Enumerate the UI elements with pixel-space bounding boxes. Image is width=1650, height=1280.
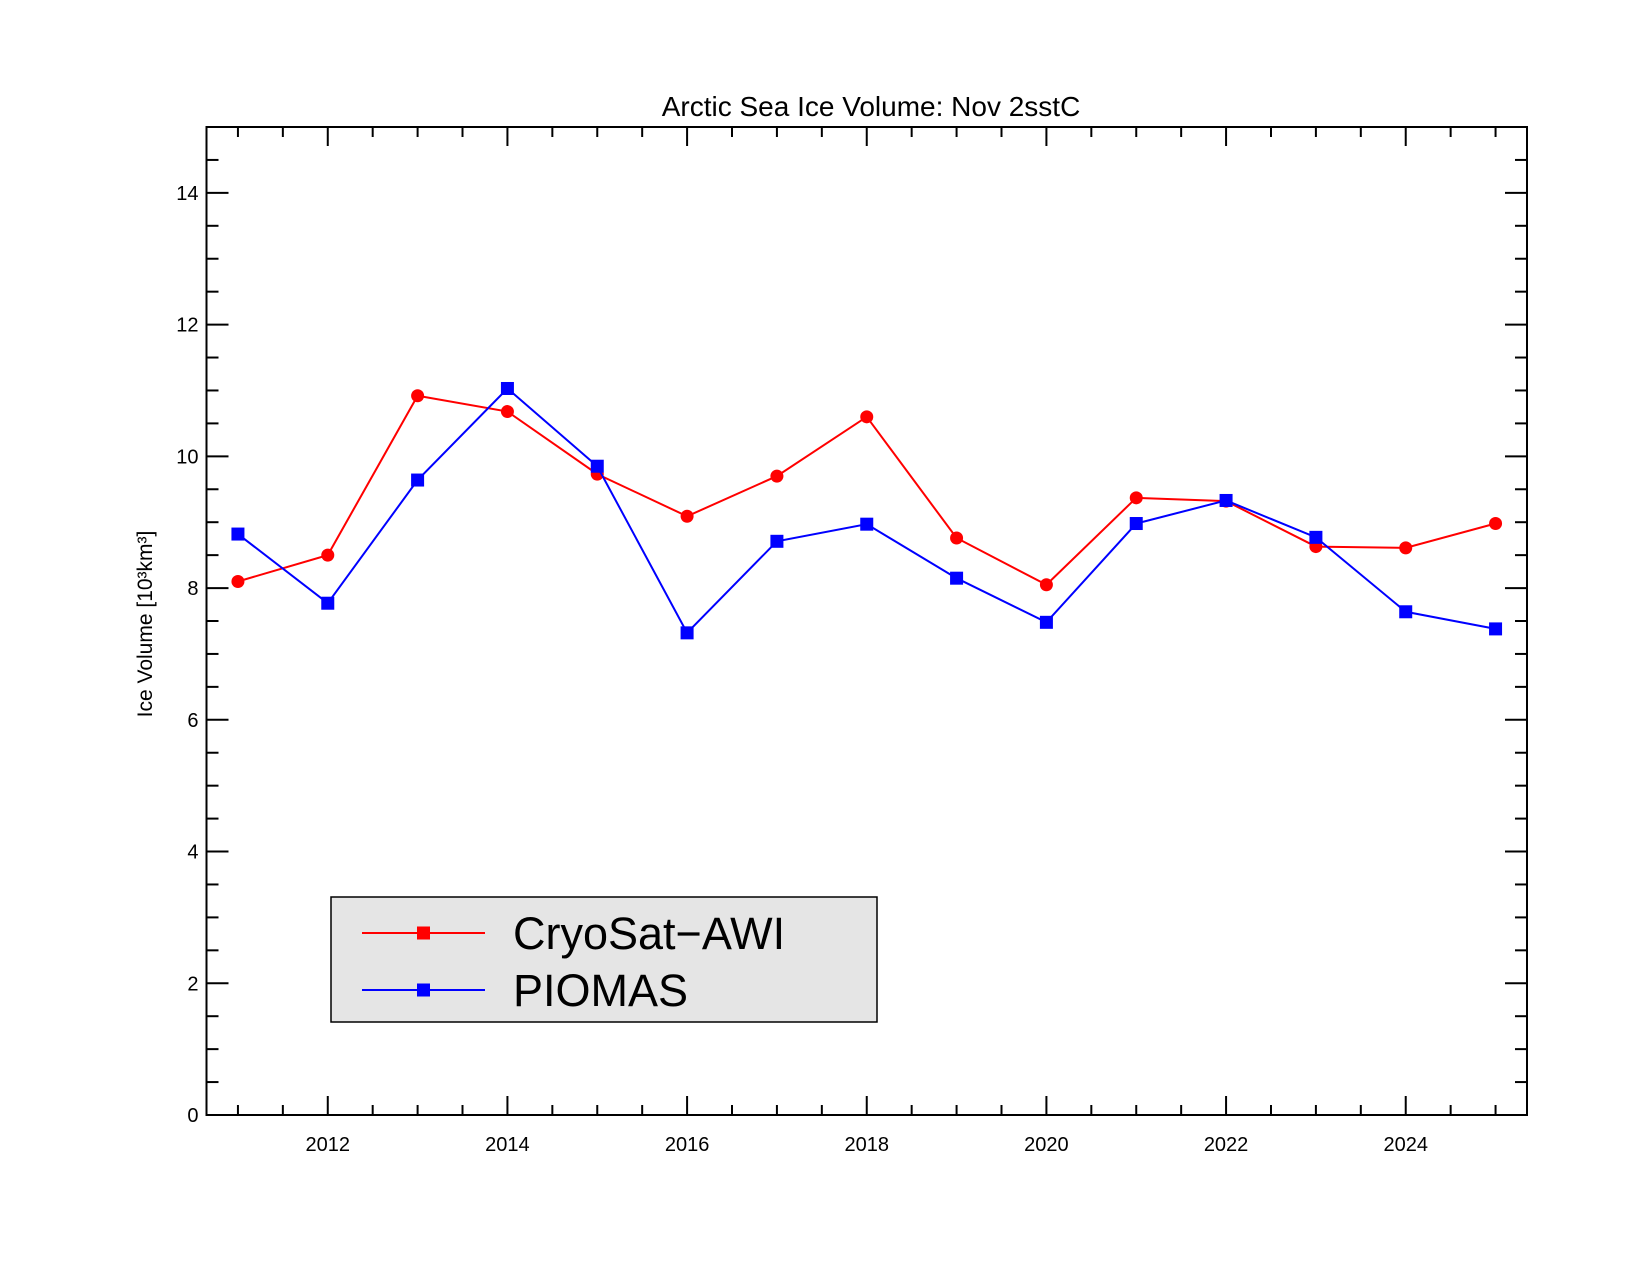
data-point [950, 571, 964, 585]
y-axis-label: Ice Volume [10³km³] [134, 531, 157, 718]
data-point [1039, 615, 1053, 629]
x-tick-label: 2014 [485, 1134, 530, 1156]
data-point [231, 527, 245, 541]
y-tick-label: 8 [187, 578, 198, 600]
data-point [321, 548, 335, 562]
x-tick-label: 2012 [306, 1134, 351, 1156]
legend: CryoSat−AWI PIOMAS [330, 896, 878, 1023]
data-point [1219, 493, 1233, 507]
y-tick-label: 14 [176, 183, 198, 205]
y-tick-label: 4 [187, 842, 198, 864]
legend-box [330, 896, 878, 1023]
legend-label: CryoSat−AWI [513, 908, 785, 959]
legend-marker [417, 926, 430, 940]
data-point [500, 381, 514, 395]
series-line-0 [237, 394, 1496, 586]
data-point [680, 509, 694, 523]
data-point [231, 574, 245, 588]
data-point [1399, 541, 1413, 555]
x-tick-label: 2022 [1204, 1134, 1249, 1156]
data-point [680, 626, 694, 640]
data-point [321, 596, 335, 610]
legend-marker [417, 983, 430, 997]
series-layer [231, 381, 1503, 640]
chart-title: Arctic Sea Ice Volume: Nov 2sstC [662, 91, 1081, 122]
y-tick-label: 0 [187, 1105, 198, 1127]
x-tick-label: 2016 [665, 1134, 710, 1156]
data-point [770, 534, 784, 548]
data-point [950, 531, 964, 545]
data-point [1309, 530, 1323, 544]
data-point [590, 459, 604, 473]
y-tick-label: 12 [176, 315, 198, 337]
x-tick-label: 2018 [845, 1134, 890, 1156]
data-point [1129, 491, 1143, 505]
y-tick-label: 6 [187, 710, 198, 732]
y-tick-label: 2 [187, 973, 198, 995]
data-point [1399, 605, 1413, 619]
axes: 2012 2014 2016 2018 2020 2022 2024 0 2 4 6 8 10 12 14 [176, 126, 1528, 1156]
data-point [1129, 517, 1143, 531]
x-tick-label: 2020 [1024, 1134, 1069, 1156]
data-point [1039, 578, 1053, 592]
data-point [1489, 622, 1503, 636]
y-tick-label: 10 [176, 446, 198, 468]
data-point [1489, 517, 1503, 531]
data-point [770, 469, 784, 483]
x-tick-label: 2024 [1383, 1134, 1428, 1156]
data-point [411, 389, 425, 403]
data-point [411, 473, 425, 487]
data-point [860, 517, 874, 531]
data-point [500, 405, 514, 419]
data-point [860, 410, 874, 424]
series-line-1 [237, 387, 1496, 635]
legend-label: PIOMAS [513, 965, 688, 1016]
